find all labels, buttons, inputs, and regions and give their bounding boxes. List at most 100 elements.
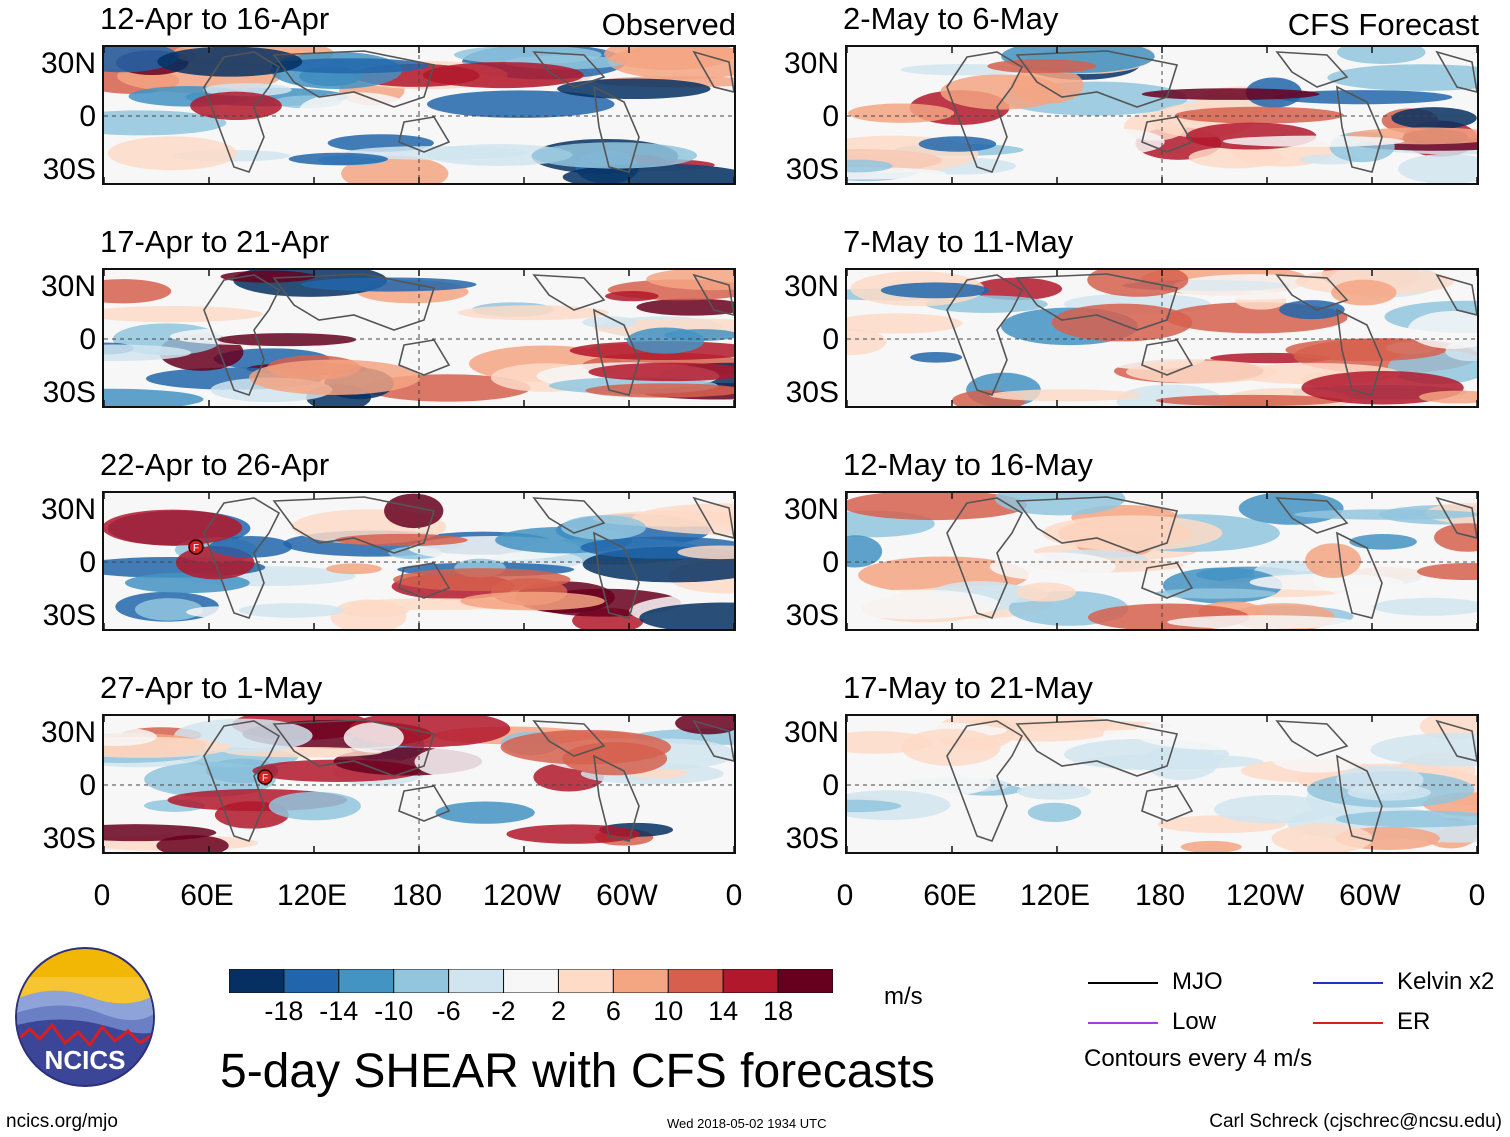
lat-tick-label: 0 [822,100,839,133]
panel-title: 17-Apr to 21-Apr [100,224,330,259]
shear-map-panel [102,45,736,185]
legend-line-low [1088,1022,1158,1024]
svg-text:F: F [193,543,199,554]
shear-contour-region [1335,810,1477,828]
shear-contour-region [994,493,1126,516]
lat-tick-label: 30S [42,822,96,855]
coastline [398,116,451,153]
coastline [692,496,734,539]
shear-contour-region [848,103,955,123]
colorbar-label: -14 [319,996,359,1026]
lon-tick-label: 60E [180,879,234,912]
lon-tick-label: 60E [923,879,977,912]
shear-contour-region [1051,303,1193,342]
lat-tick-label: 30N [783,47,839,80]
main-title: 5-day SHEAR with CFS forecasts [220,1045,935,1098]
shear-contour-region [1154,588,1277,599]
shear-contour-region [135,598,203,621]
shear-contour-region [1144,744,1219,781]
shear-contour-region [1347,784,1431,801]
shear-contour-region [615,99,731,114]
shear-contour-region [880,282,990,299]
shear-contour-region [343,722,404,753]
column-label: CFS Forecast [1287,7,1479,42]
colorbar-label: 2 [550,996,566,1026]
shear-contour-region [1180,840,1242,852]
shear-contour-region [384,493,444,529]
shear-map-panel [845,714,1479,854]
coastline [593,308,640,396]
shear-contour-region [562,163,734,183]
shear-contour-region [1188,146,1284,169]
lon-tick-label: 0 [1468,879,1486,912]
shear-contour-region [639,602,734,629]
coastline [1015,496,1179,554]
shear-contour-region [104,509,243,546]
shear-contour-region [1042,515,1223,551]
shear-contour-region [506,824,641,844]
shear-contour-region [1285,338,1447,362]
coastline [1435,273,1477,316]
shear-contour-region [675,716,734,735]
svg-text:F: F [262,773,268,784]
shear-contour-region [422,62,584,89]
colorbar-label: -10 [374,996,414,1026]
coastline [692,273,734,316]
shear-contour-region [989,552,1116,581]
shear-contour-region [588,362,734,382]
coastline [398,339,451,376]
shear-contour-region [1434,523,1477,552]
shear-contour-region [435,801,535,824]
shear-contour-region [1416,562,1477,581]
shear-contour-region [460,591,605,611]
coastline [1015,50,1179,108]
lat-tick-label: 30S [42,153,96,186]
lat-tick-label: 0 [822,323,839,356]
panel-title: 17-May to 21-May [843,670,1093,705]
shear-map-panel [845,491,1479,631]
shear-contour-region [1271,823,1373,852]
panel-title: 27-Apr to 1-May [100,670,323,705]
lon-tick-label: 0 [93,879,111,912]
coastline [1015,273,1179,331]
lat-tick-label: 30S [785,153,839,186]
lat-tick-label: 30N [40,716,96,749]
lon-tick-label: 120W [1225,879,1305,912]
shear-contour-region [1238,493,1344,525]
shear-contour-region [605,290,659,302]
shear-contour-region [104,824,217,842]
shear-contour-region [220,270,316,283]
lat-tick-label: 30S [785,376,839,409]
lat-tick-label: 30N [40,47,96,80]
shear-contour-region [1155,394,1344,406]
lon-tick-label: 0 [725,879,743,912]
legend-line-mjo [1088,982,1158,984]
panel-title: 22-Apr to 26-Apr [100,447,330,482]
shear-contour-region [971,277,1063,301]
shear-contour-region [1372,597,1477,616]
coastline [593,531,640,619]
shear-contour-region [104,47,179,73]
shear-contour-region [1068,128,1165,155]
ncics-logo: NCICS [10,947,160,1087]
colorbar-swatch [667,968,724,994]
shear-contour-region [1249,573,1404,591]
shear-contour-region [217,333,357,347]
colorbar-label: -6 [436,996,461,1026]
shear-contour-region [1349,533,1417,550]
shear-map-panel: F [102,491,736,631]
coastline [532,51,606,88]
colorbar-swatch [448,968,505,994]
colorbar-swatch [393,968,450,994]
shear-contour-region [104,344,192,362]
shear-contour-region [393,568,571,592]
lat-tick-label: 30S [785,599,839,632]
colorbar-label: 14 [708,996,739,1026]
panel-title: 2-May to 6-May [843,1,1059,36]
footer-url[interactable]: ncics.org/mjo [6,1111,118,1132]
shear-contour-region [426,90,615,118]
lon-tick-label: 0 [836,879,854,912]
lon-tick-label: 180 [391,879,443,912]
coastline [946,497,1024,619]
colorbar-swatch [722,968,779,994]
